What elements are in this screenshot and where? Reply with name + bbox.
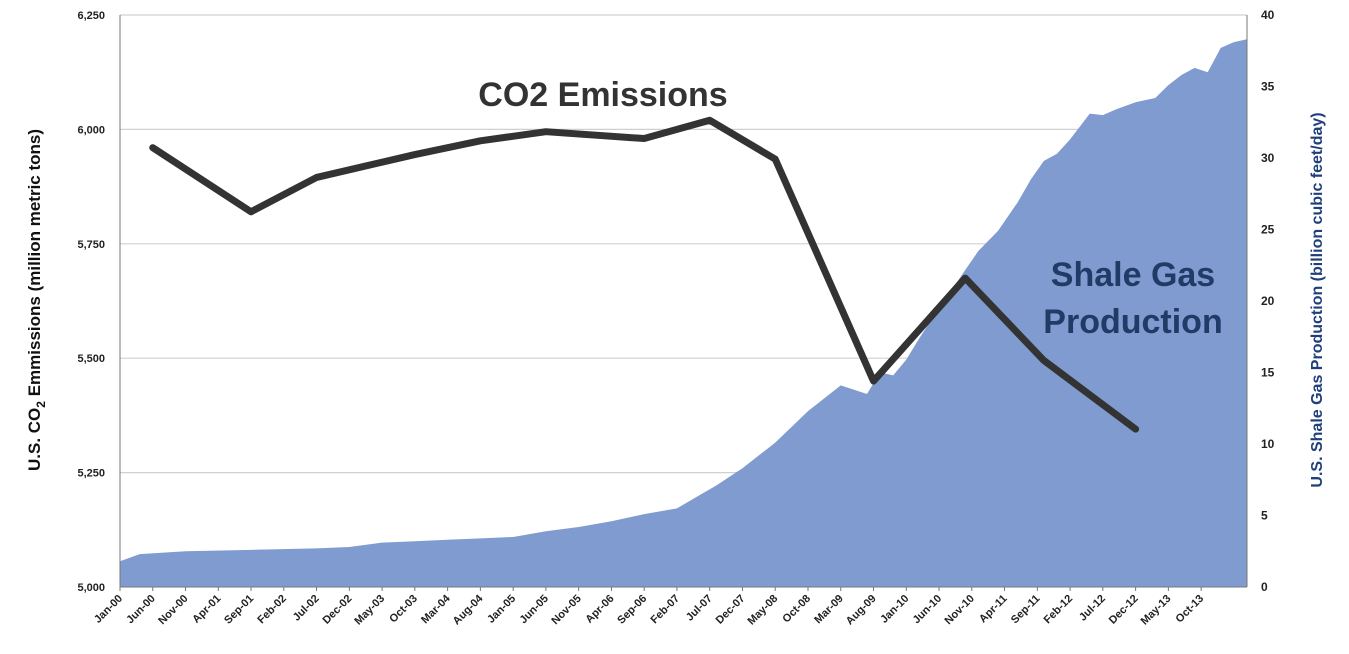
co2-point <box>1134 427 1138 431</box>
co2-point <box>249 210 253 214</box>
x-tick-label: Jan-10 <box>878 593 911 626</box>
x-tick-label: Jul-02 <box>291 593 322 624</box>
right-tick-label: 20 <box>1261 294 1275 308</box>
x-tick-label: Jan-05 <box>485 593 518 626</box>
right-tick-label: 35 <box>1261 80 1275 94</box>
x-tick-label: Dec-07 <box>714 593 748 627</box>
x-tick-label: Oct-08 <box>780 593 813 626</box>
x-tick-label: Aug-04 <box>451 592 486 627</box>
co2-point <box>151 146 155 150</box>
right-axis-label: U.S. Shale Gas Production (billion cubic… <box>1309 112 1326 487</box>
x-tick-label: Apr-06 <box>583 593 616 626</box>
left-tick-label: 6,250 <box>77 10 105 22</box>
x-tick-label: Aug-09 <box>844 593 879 628</box>
x-tick-label: Apr-01 <box>190 593 223 626</box>
co2-point <box>478 139 482 143</box>
x-tick-label: Jan-00 <box>92 593 125 626</box>
axes <box>119 15 1248 588</box>
x-tick-label: Jul-07 <box>684 593 715 624</box>
left-tick-label: 5,000 <box>77 582 105 594</box>
left-axis-label: U.S. CO2 Emmissions (million metric tons… <box>25 129 48 471</box>
x-tick-label: Feb-02 <box>255 593 289 627</box>
co2-line-layer <box>149 116 1140 433</box>
co2-point <box>544 130 548 134</box>
right-tick-label: 40 <box>1261 8 1275 22</box>
x-tick-label: Jun-05 <box>517 593 551 627</box>
x-tick-label: Jun-10 <box>911 593 945 627</box>
x-tick-label: Jul-12 <box>1077 593 1108 624</box>
x-tick-label: Dec-12 <box>1107 593 1141 627</box>
x-tick-label: Oct-03 <box>387 593 420 626</box>
x-tick-label: Sep-06 <box>615 593 649 627</box>
right-tick-label: 30 <box>1261 151 1275 165</box>
left-tick-label: 6,000 <box>77 124 105 136</box>
right-axis-ticks: 0 5 10 15 20 25 30 35 40 <box>1261 8 1275 594</box>
shale-gas-annotation-line1: Shale Gas <box>1051 256 1215 294</box>
x-tick-label: Apr-11 <box>977 593 1010 626</box>
x-tick-label: Mar-09 <box>812 593 846 627</box>
shale-gas-annotation-line2: Production <box>1043 303 1222 341</box>
right-tick-label: 0 <box>1261 580 1268 594</box>
left-tick-label: 5,250 <box>77 468 105 480</box>
co2-point <box>963 276 967 280</box>
x-tick-label: May-03 <box>352 593 387 628</box>
right-tick-label: 25 <box>1261 223 1275 237</box>
x-tick-label: Mar-04 <box>419 592 453 626</box>
x-tick-label: Feb-12 <box>1042 593 1076 627</box>
x-tick-label: Jun-00 <box>124 593 158 627</box>
co2-point <box>773 157 777 161</box>
x-tick-label: Sep-01 <box>222 593 256 627</box>
x-tick-label: Feb-07 <box>649 593 683 627</box>
right-tick-label: 10 <box>1261 437 1275 451</box>
co2-point <box>413 153 417 157</box>
shale-gas-area-layer <box>120 39 1247 588</box>
x-tick-label: May-13 <box>1139 593 1174 628</box>
left-tick-label: 5,750 <box>77 239 105 251</box>
co2-point <box>872 379 876 383</box>
left-axis-ticks: 5,000 5,250 5,500 5,750 6,000 6,250 <box>77 10 105 594</box>
right-tick-label: 5 <box>1261 509 1268 523</box>
x-tick-label: Dec-02 <box>320 593 354 627</box>
x-tick-label: Nov-10 <box>942 593 976 627</box>
co2-point <box>642 137 646 141</box>
x-tick-label: Oct-13 <box>1174 593 1207 626</box>
shale-gas-area <box>120 39 1247 588</box>
x-tick-label: Nov-00 <box>156 593 190 627</box>
left-tick-label: 5,500 <box>77 353 105 365</box>
co2-point <box>315 175 319 179</box>
co2-point <box>1042 358 1046 362</box>
x-tick-label: May-08 <box>745 593 780 628</box>
right-tick-label: 15 <box>1261 366 1275 380</box>
x-tick-label: Nov-05 <box>549 593 583 627</box>
co2-point <box>708 118 712 122</box>
x-tick-label: Sep-11 <box>1009 593 1043 627</box>
co2-emissions-annotation: CO2 Emissions <box>478 76 727 114</box>
